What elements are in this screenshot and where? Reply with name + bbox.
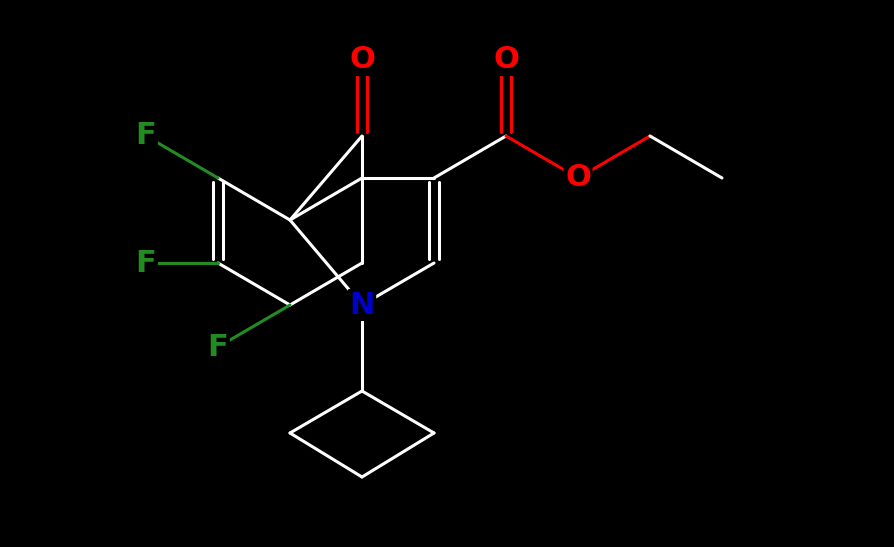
Text: F: F (207, 333, 228, 362)
Text: O: O (493, 45, 519, 74)
Text: F: F (136, 121, 156, 150)
Text: O: O (349, 45, 375, 74)
Text: N: N (349, 290, 375, 319)
Text: F: F (136, 248, 156, 277)
Text: O: O (564, 164, 590, 193)
